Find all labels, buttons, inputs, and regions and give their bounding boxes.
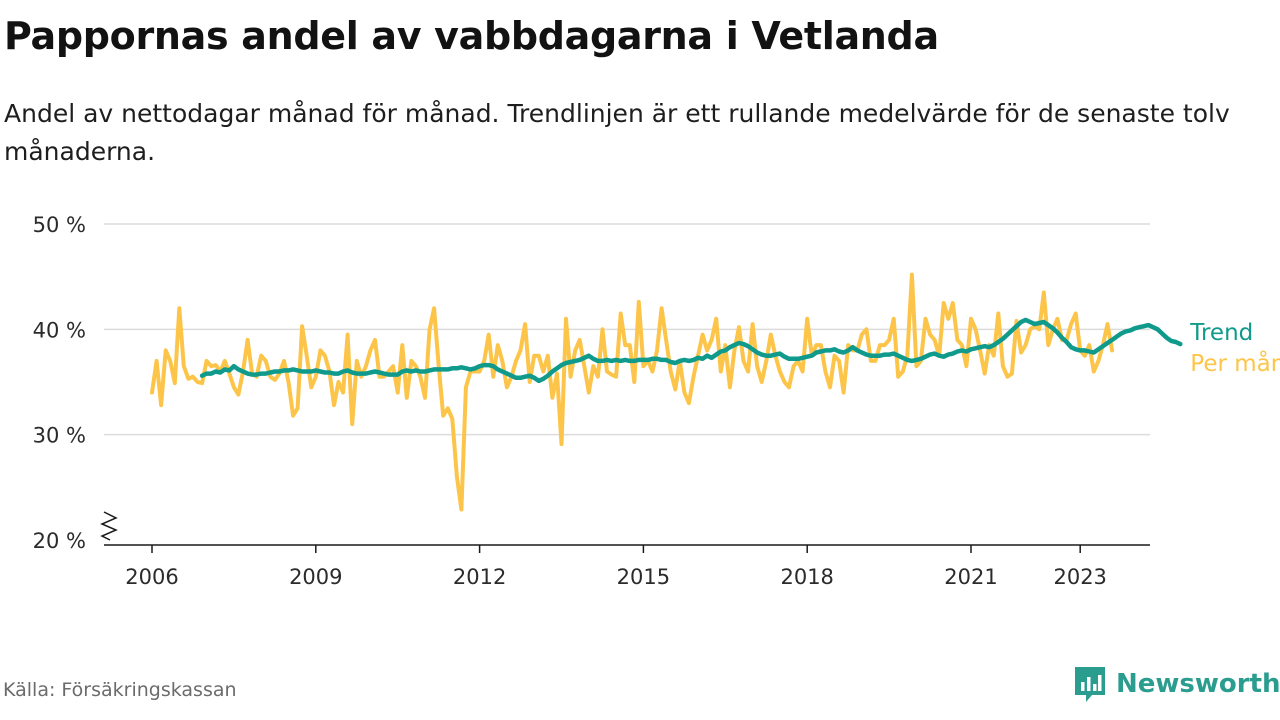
x-tick-label: 2023	[1053, 565, 1106, 589]
y-axis-ticks: 20 % 30 % 40 % 50 %	[33, 213, 86, 553]
series-label-trend: Trend	[1189, 320, 1253, 346]
x-tick-label: 2012	[453, 565, 506, 589]
x-tick-label: 2018	[780, 565, 833, 589]
y-tick-label: 40 %	[33, 318, 86, 342]
y-tick-label: 50 %	[33, 213, 86, 237]
axis-break-icon	[100, 511, 118, 541]
x-tick-label: 2021	[944, 565, 997, 589]
brand-name: Newsworthy	[1116, 669, 1280, 699]
series-line-trend	[199, 317, 1183, 384]
chart-title: Pappornas andel av vabbdagarna i Vetland…	[4, 14, 939, 58]
y-tick-label: 30 %	[33, 424, 86, 448]
source-note: Källa: Försäkringskassan	[3, 679, 237, 701]
brand-logo: Newsworthy	[1072, 664, 1280, 704]
y-tick-label: 20 %	[33, 529, 86, 553]
series-label-per-manad: Per månad	[1190, 349, 1280, 377]
x-axis-ticks: 2006 2009 2012 2015 2018 2021 2023	[125, 545, 1107, 589]
x-tick-label: 2009	[289, 565, 342, 589]
grid-lines	[104, 223, 1150, 436]
series-line-per-manad	[150, 272, 1115, 512]
chart-subtitle: Andel av nettodagar månad för månad. Tre…	[4, 99, 1230, 166]
newsworthy-logo-icon	[1075, 667, 1105, 702]
x-tick-label: 2006	[125, 565, 178, 589]
x-tick-label: 2015	[617, 565, 670, 589]
